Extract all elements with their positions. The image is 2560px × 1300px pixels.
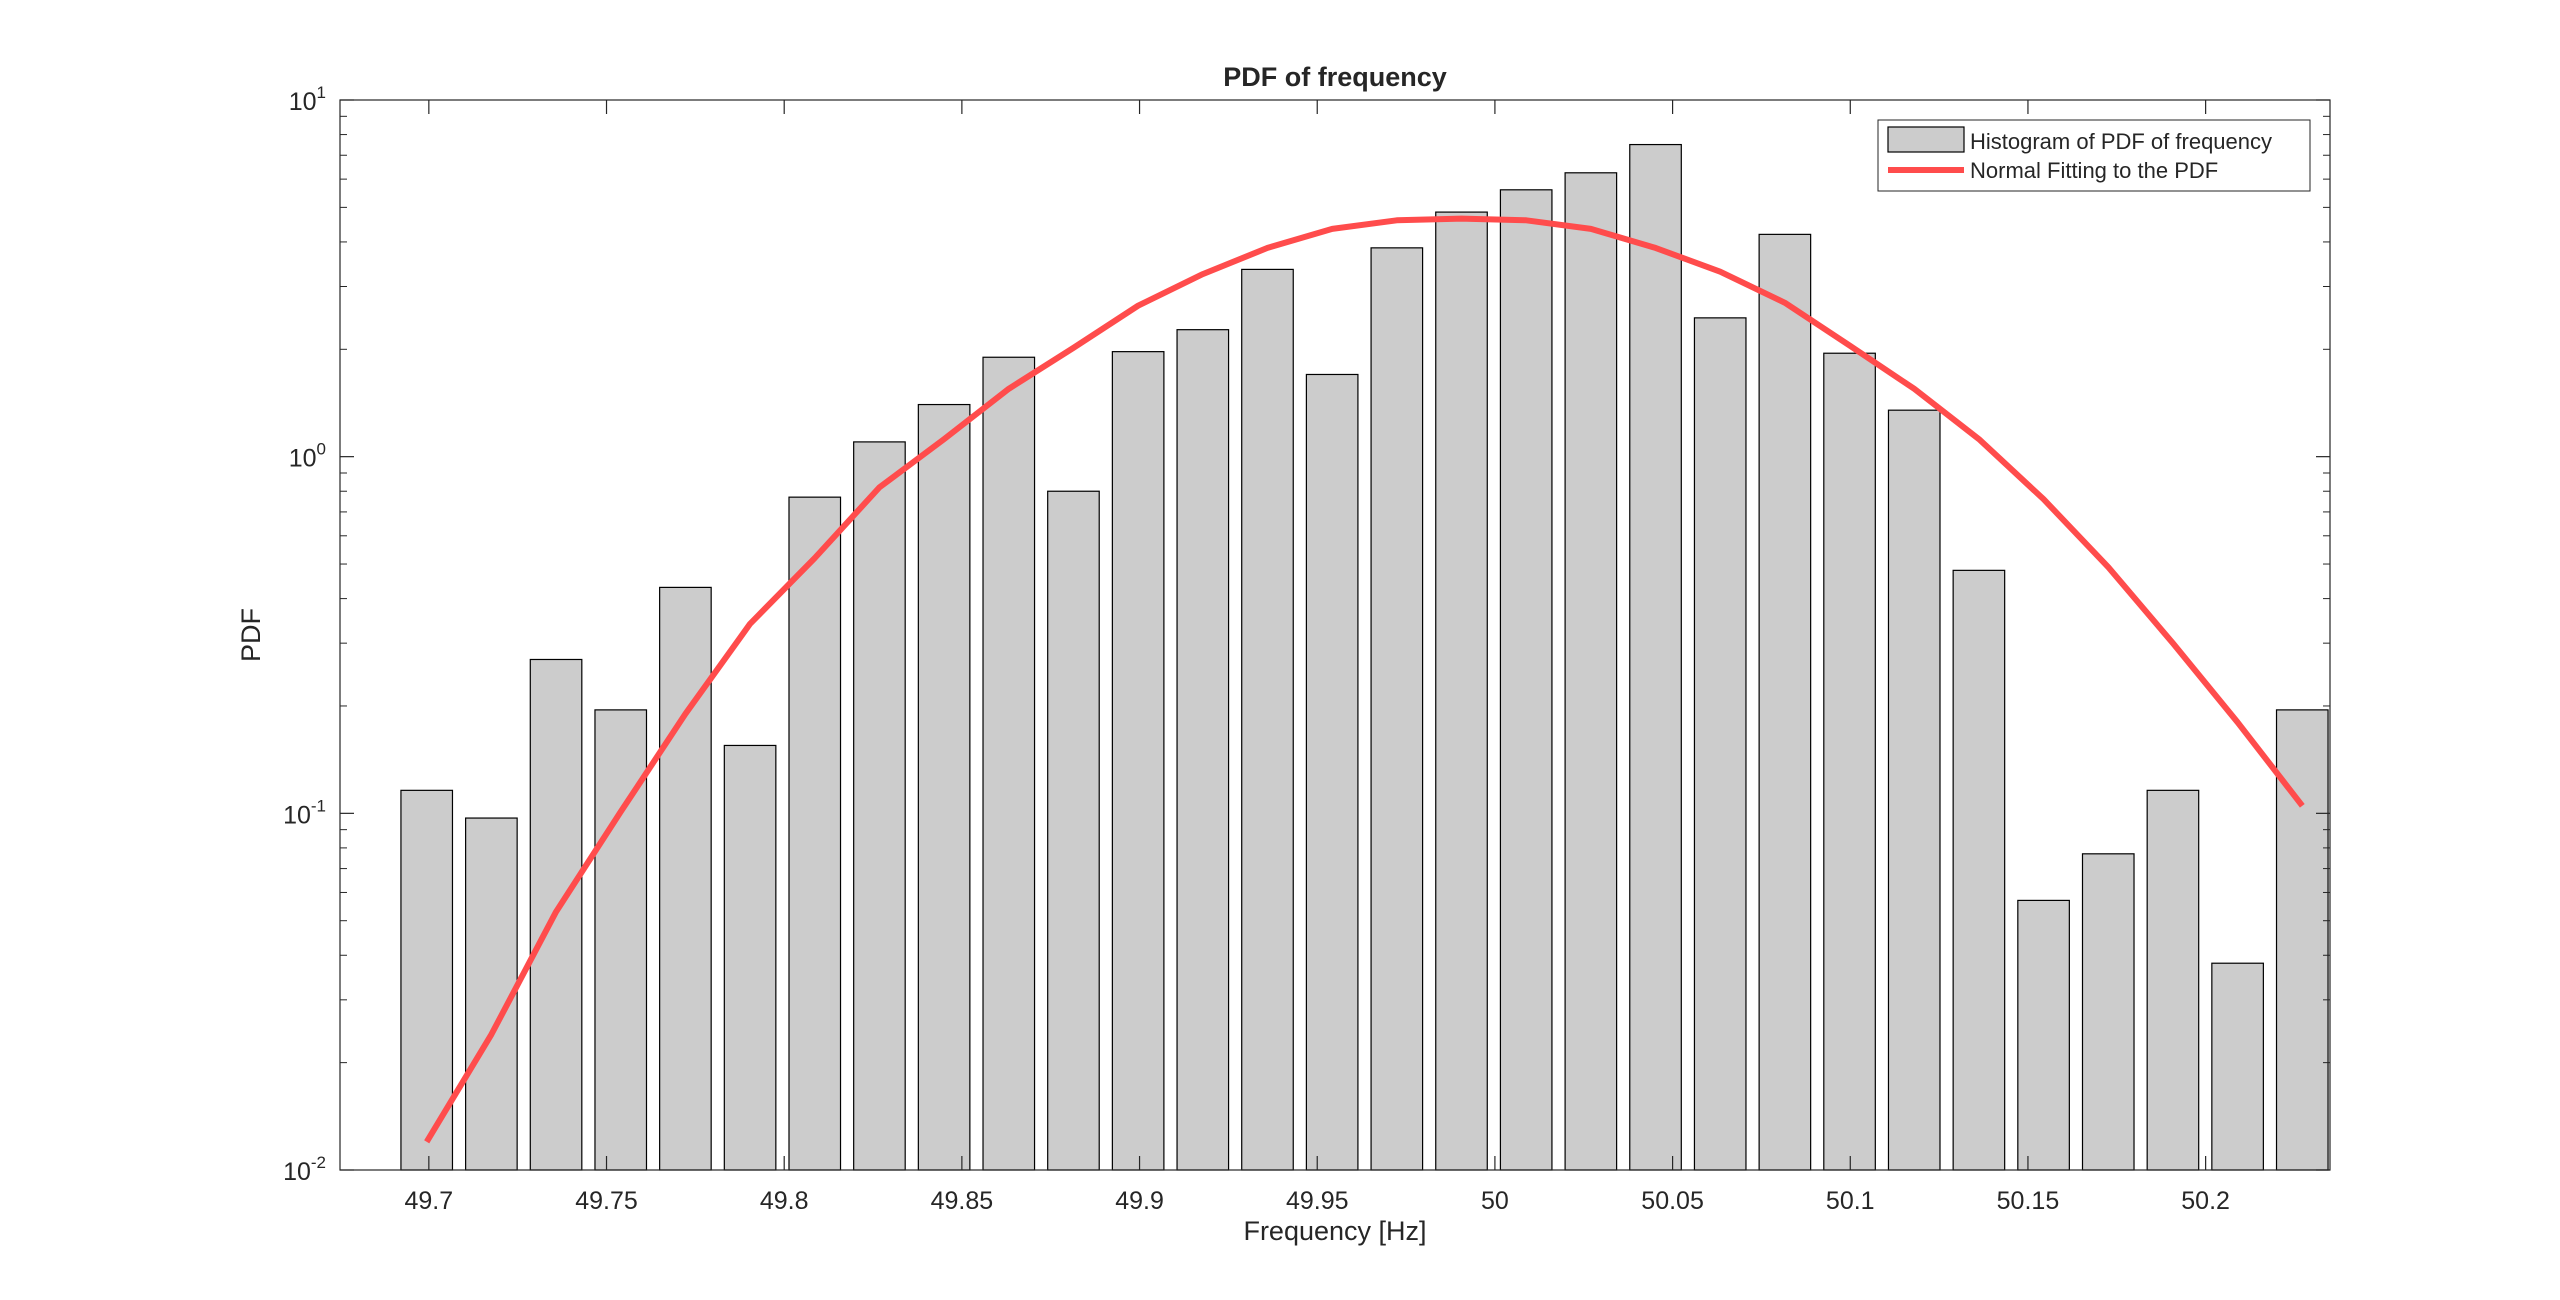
x-axis-label: Frequency [Hz] xyxy=(1243,1216,1426,1246)
histogram-bar xyxy=(2017,899,2070,1171)
histogram-bar xyxy=(1823,352,1876,1171)
histogram-bar xyxy=(1305,373,1359,1171)
histogram-bar xyxy=(917,403,971,1171)
legend-label-histogram: Histogram of PDF of frequency xyxy=(1970,129,2272,154)
histogram-bar xyxy=(723,744,777,1171)
normal-fit-line xyxy=(424,215,2305,1144)
y-tick-label: 10-2 xyxy=(283,1153,326,1186)
histogram-bar xyxy=(594,709,648,1171)
histogram-bar xyxy=(788,496,842,1171)
x-tick-label: 50 xyxy=(1481,1187,1509,1215)
histogram-bar xyxy=(659,586,712,1171)
x-tick-label: 49.85 xyxy=(931,1187,994,1215)
histogram-bar xyxy=(1499,189,1553,1171)
axes: 49.7 49.75 49.8 49.85 49.9 49.95 50 50.05 50.1 50… xyxy=(283,83,2331,1215)
x-tick-label: 50.2 xyxy=(2181,1187,2230,1215)
histogram-bar xyxy=(2211,962,2264,1171)
axes-box xyxy=(339,99,2331,1171)
x-tick-label: 49.95 xyxy=(1286,1187,1349,1215)
histogram-bar xyxy=(1564,172,1618,1171)
x-tick-label: 49.75 xyxy=(575,1187,638,1215)
histogram-bar xyxy=(1111,351,1165,1171)
x-tick-label: 50.05 xyxy=(1641,1187,1704,1215)
chart-title: PDF of frequency xyxy=(1223,62,1447,92)
histogram-bar xyxy=(982,356,1036,1171)
histogram-bar xyxy=(1758,233,1812,1171)
histogram-bar xyxy=(1435,211,1488,1171)
histogram-bar xyxy=(1887,409,1941,1171)
legend: Histogram of PDF of frequency Normal Fit… xyxy=(1877,119,2311,192)
y-axis-label: PDF xyxy=(236,608,266,662)
x-tick-label: 50.1 xyxy=(1826,1187,1875,1215)
legend-swatch-histogram xyxy=(1887,126,1965,153)
x-tick-label: 49.8 xyxy=(760,1187,809,1215)
histogram-bar xyxy=(853,441,906,1171)
x-tick-label: 50.15 xyxy=(1997,1187,2060,1215)
normal-fit-line-layer xyxy=(424,215,2305,1144)
histogram-bar xyxy=(1952,569,2006,1171)
histogram-bars xyxy=(400,143,2329,1171)
histogram-bar xyxy=(1241,268,1294,1171)
histogram-bar xyxy=(1370,247,1424,1171)
histogram-bar xyxy=(465,817,518,1171)
x-tick-label: 49.9 xyxy=(1115,1187,1164,1215)
legend-label-normal-fit: Normal Fitting to the PDF xyxy=(1970,158,2218,183)
y-tick-label: 10-1 xyxy=(283,796,326,829)
histogram-bar xyxy=(1629,143,1682,1171)
histogram-bar xyxy=(1047,490,1100,1171)
x-tick-label: 49.7 xyxy=(405,1187,454,1215)
histogram-bar xyxy=(2081,853,2135,1171)
y-tick-label: 101 xyxy=(289,83,326,116)
histogram-bar xyxy=(1693,317,1747,1171)
histogram-bar xyxy=(2146,789,2200,1171)
histogram-bar xyxy=(1176,329,1230,1171)
y-tick-label: 100 xyxy=(289,440,326,473)
